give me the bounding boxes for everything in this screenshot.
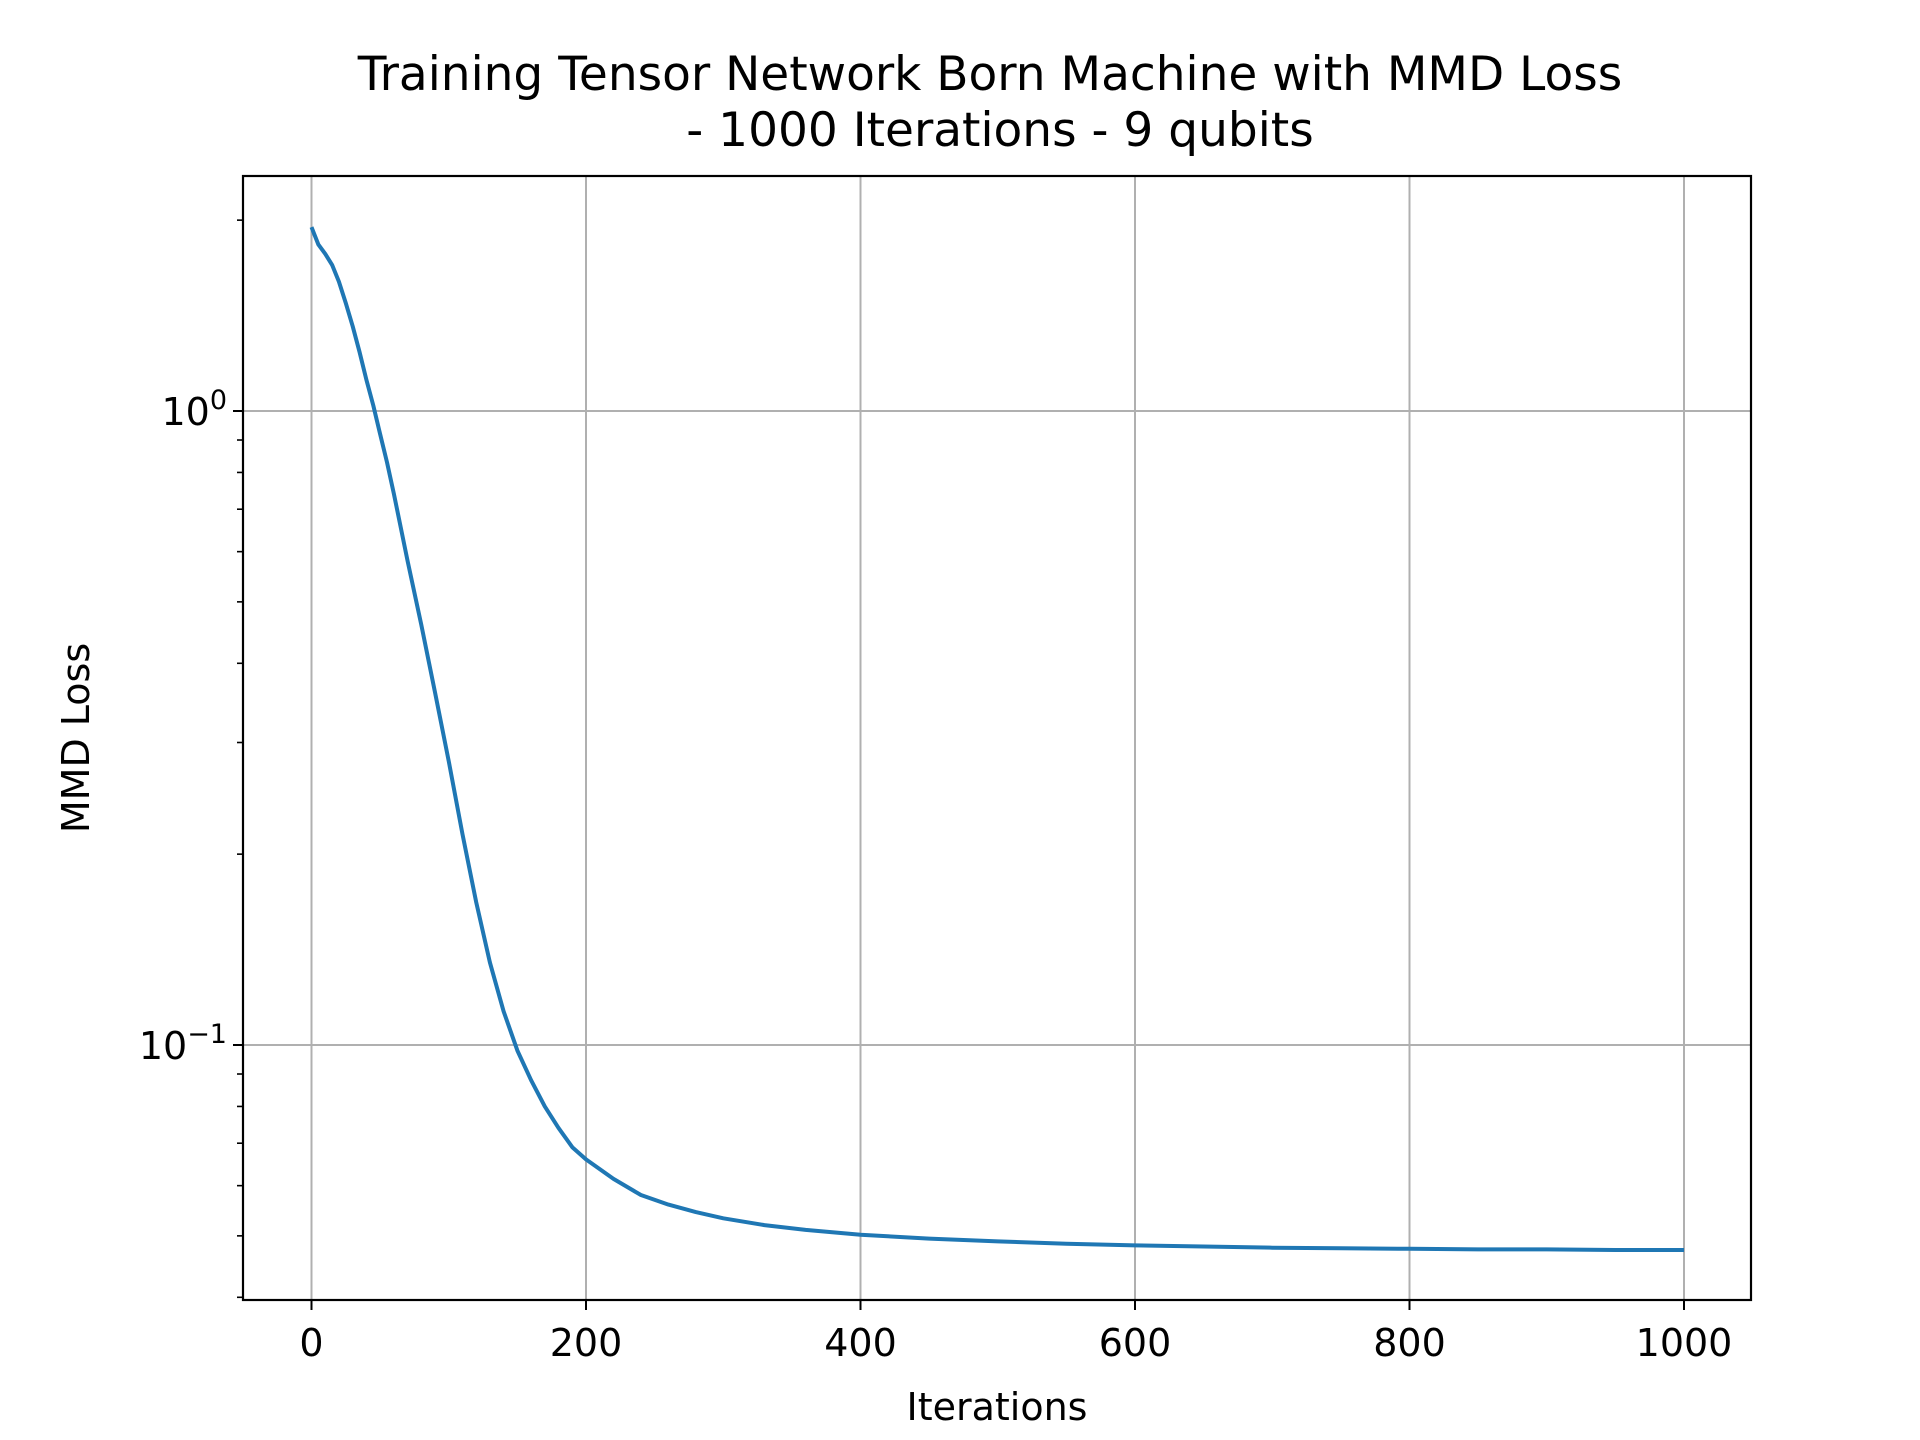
chart-subtitle: - 1000 Iterations - 9 qubits [686, 103, 1313, 158]
x-tick-label: 0 [299, 1321, 323, 1365]
series-layer [309, 226, 1684, 1252]
tick-layer: 0 200 400 600 800 1000 100 10−1 [139, 219, 1733, 1365]
x-tick-label: 600 [1099, 1321, 1172, 1365]
x-axis-label: Iterations [907, 1385, 1088, 1429]
x-tick-label: 1000 [1636, 1321, 1733, 1365]
y-tick-label: 10−1 [139, 1019, 227, 1068]
chart-title: Training Tensor Network Born Machine wit… [357, 47, 1622, 102]
grid-lines [243, 176, 1751, 1300]
plot-frame [241, 174, 1753, 1302]
y-axis-label: MMD Loss [54, 643, 98, 833]
x-tick-label: 800 [1373, 1321, 1446, 1365]
x-tick-label: 400 [824, 1321, 897, 1365]
loss-line [309, 226, 1684, 1252]
y-tick-label: 100 [161, 385, 227, 434]
x-tick-label: 200 [550, 1321, 623, 1365]
